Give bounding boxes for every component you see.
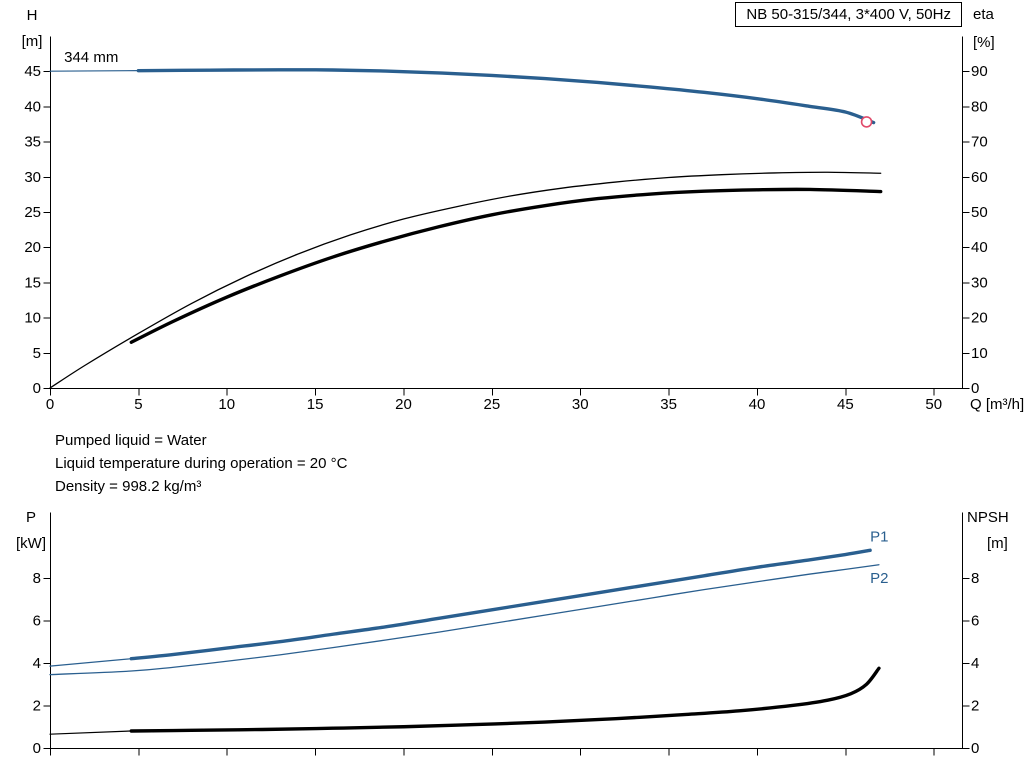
right-tick-label: 8 bbox=[971, 570, 979, 587]
right-axis-unit: [m] bbox=[987, 535, 1008, 552]
left-tick-label: 6 bbox=[33, 612, 41, 629]
power-npsh-chart-axes bbox=[43, 512, 970, 756]
duty-point-marker bbox=[860, 116, 873, 128]
right-tick-label: 30 bbox=[971, 274, 988, 291]
left-tick-label: 15 bbox=[24, 274, 41, 291]
x-tick-label: 15 bbox=[307, 396, 324, 413]
right-tick-label: 50 bbox=[971, 204, 988, 221]
power-p1 bbox=[129, 548, 872, 661]
left-tick-label: 8 bbox=[33, 570, 41, 587]
left-tick-label: 10 bbox=[24, 310, 41, 327]
left-tick-label: 0 bbox=[33, 380, 41, 397]
right-tick-label: 60 bbox=[971, 169, 988, 186]
power-p1-lead bbox=[49, 658, 132, 667]
power-p2 bbox=[49, 564, 880, 676]
left-tick-label: 20 bbox=[24, 239, 41, 256]
left-axis-title: H bbox=[27, 7, 38, 24]
left-tick-label: 2 bbox=[33, 697, 41, 714]
right-tick-label: 40 bbox=[971, 239, 988, 256]
left-tick-label: 35 bbox=[24, 134, 41, 151]
x-tick-label: 20 bbox=[395, 396, 412, 413]
npsh-lead bbox=[49, 730, 132, 735]
right-tick-label: 70 bbox=[971, 134, 988, 151]
liquid-info-block: Pumped liquid = Water Liquid temperature… bbox=[55, 429, 347, 498]
right-tick-label: 80 bbox=[971, 98, 988, 115]
left-tick-label: 45 bbox=[24, 63, 41, 80]
npsh-curve bbox=[129, 666, 881, 733]
right-tick-label: 90 bbox=[971, 63, 988, 80]
x-tick-label: 50 bbox=[925, 396, 942, 413]
power-npsh-chart: 0 2 4 6 8 0 2 4 6 8 P [kW] NPSH [m] P1 P2 bbox=[16, 509, 1009, 757]
right-tick-label: 10 bbox=[971, 345, 988, 362]
left-tick-label: 30 bbox=[24, 169, 41, 186]
x-tick-label: 0 bbox=[46, 396, 54, 413]
x-tick-label: 5 bbox=[134, 396, 142, 413]
head-curve-344mm bbox=[136, 68, 876, 125]
left-axis-title: P bbox=[26, 509, 36, 526]
x-axis-title: Q [m³/h] bbox=[970, 396, 1024, 413]
left-axis-unit: [kW] bbox=[16, 535, 46, 552]
qh-eta-chart: 0 5 10 15 20 25 30 35 40 45 0 10 20 30 40 50 60 70 80 90 0 5 1… bbox=[22, 6, 1024, 413]
annotation-p1: P1 bbox=[870, 528, 888, 545]
right-tick-label: 0 bbox=[971, 380, 979, 397]
x-tick-label: 30 bbox=[572, 396, 589, 413]
left-tick-label: 25 bbox=[24, 204, 41, 221]
x-tick-label: 25 bbox=[484, 396, 501, 413]
right-axis-title: NPSH bbox=[967, 509, 1009, 526]
left-tick-label: 40 bbox=[24, 98, 41, 115]
efficiency-pump-motor bbox=[129, 187, 883, 344]
chart-title: NB 50-315/344, 3*400 V, 50Hz bbox=[746, 6, 951, 23]
right-tick-label: 6 bbox=[971, 612, 979, 629]
right-axis-unit: [%] bbox=[973, 34, 995, 51]
right-tick-label: 4 bbox=[971, 655, 979, 672]
right-tick-label: 20 bbox=[971, 310, 988, 327]
x-tick-label: 10 bbox=[218, 396, 235, 413]
x-tick-label: 40 bbox=[749, 396, 766, 413]
info-line-temperature: Liquid temperature during operation = 20… bbox=[55, 455, 348, 472]
qh-eta-chart-axes bbox=[43, 36, 970, 396]
chart-title-box: NB 50-315/344, 3*400 V, 50Hz bbox=[735, 2, 962, 27]
annotation-344-mm: 344 mm bbox=[64, 49, 118, 66]
info-line-density: Density = 998.2 kg/m³ bbox=[55, 478, 202, 495]
info-line-pumped-liquid: Pumped liquid = Water bbox=[55, 432, 207, 449]
left-tick-label: 0 bbox=[33, 740, 41, 757]
x-tick-label: 35 bbox=[660, 396, 677, 413]
right-tick-label: 0 bbox=[971, 740, 979, 757]
right-tick-label: 2 bbox=[971, 697, 979, 714]
annotation-p2: P2 bbox=[870, 570, 888, 587]
efficiency-pump bbox=[49, 171, 882, 389]
head-curve-lead bbox=[49, 70, 139, 72]
x-tick-label: 45 bbox=[837, 396, 854, 413]
left-axis-unit: [m] bbox=[22, 33, 43, 50]
right-axis-title: eta bbox=[973, 6, 995, 23]
left-tick-label: 5 bbox=[33, 345, 41, 362]
left-tick-label: 4 bbox=[33, 655, 41, 672]
